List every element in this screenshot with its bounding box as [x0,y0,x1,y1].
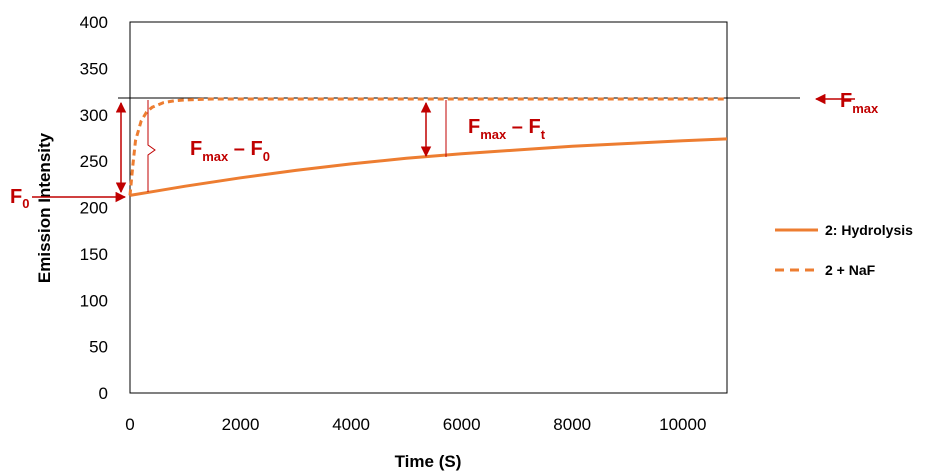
y-tick-label: 300 [80,106,108,125]
x-tick-label: 4000 [332,415,370,434]
y-axis-ticks: 0 50 100 150 200 250 300 350 400 [80,13,108,403]
legend: 2: Hydrolysis 2 + NaF [775,222,913,278]
x-tick-label: 2000 [222,415,260,434]
y-tick-label: 150 [80,245,108,264]
fmax-label: Fmax [840,90,879,116]
x-tick-label: 8000 [553,415,591,434]
x-tick-label: 0 [125,415,134,434]
fmax-ft-label: Fmax – Ft [468,116,546,142]
y-tick-label: 100 [80,291,108,310]
annotations: Fmax F0 Fmax – F0 Fmax – Ft [10,90,879,211]
y-tick-label: 400 [80,13,108,32]
y-tick-label: 0 [99,384,108,403]
fmax-f0-brace [147,100,156,192]
legend-label-naf: 2 + NaF [825,262,876,278]
y-tick-label: 50 [89,338,108,357]
x-axis-ticks: 0 2000 4000 6000 8000 10000 [125,415,706,434]
x-axis-title: Time (S) [395,452,462,471]
series-layer [128,97,728,197]
fmax-f0-label: Fmax – F0 [190,138,270,164]
y-tick-label: 350 [80,59,108,78]
legend-label-hydrolysis: 2: Hydrolysis [825,222,913,238]
y-tick-label: 200 [80,199,108,218]
series-line-hydrolysis [129,137,728,197]
series-line-naf [128,97,727,196]
x-tick-label: 6000 [443,415,481,434]
f0-label: F0 [10,186,29,211]
plot-area [129,21,728,394]
y-tick-label: 250 [80,152,108,171]
x-tick-label: 10000 [659,415,706,434]
y-axis-title: Emission Intensity [35,132,54,283]
